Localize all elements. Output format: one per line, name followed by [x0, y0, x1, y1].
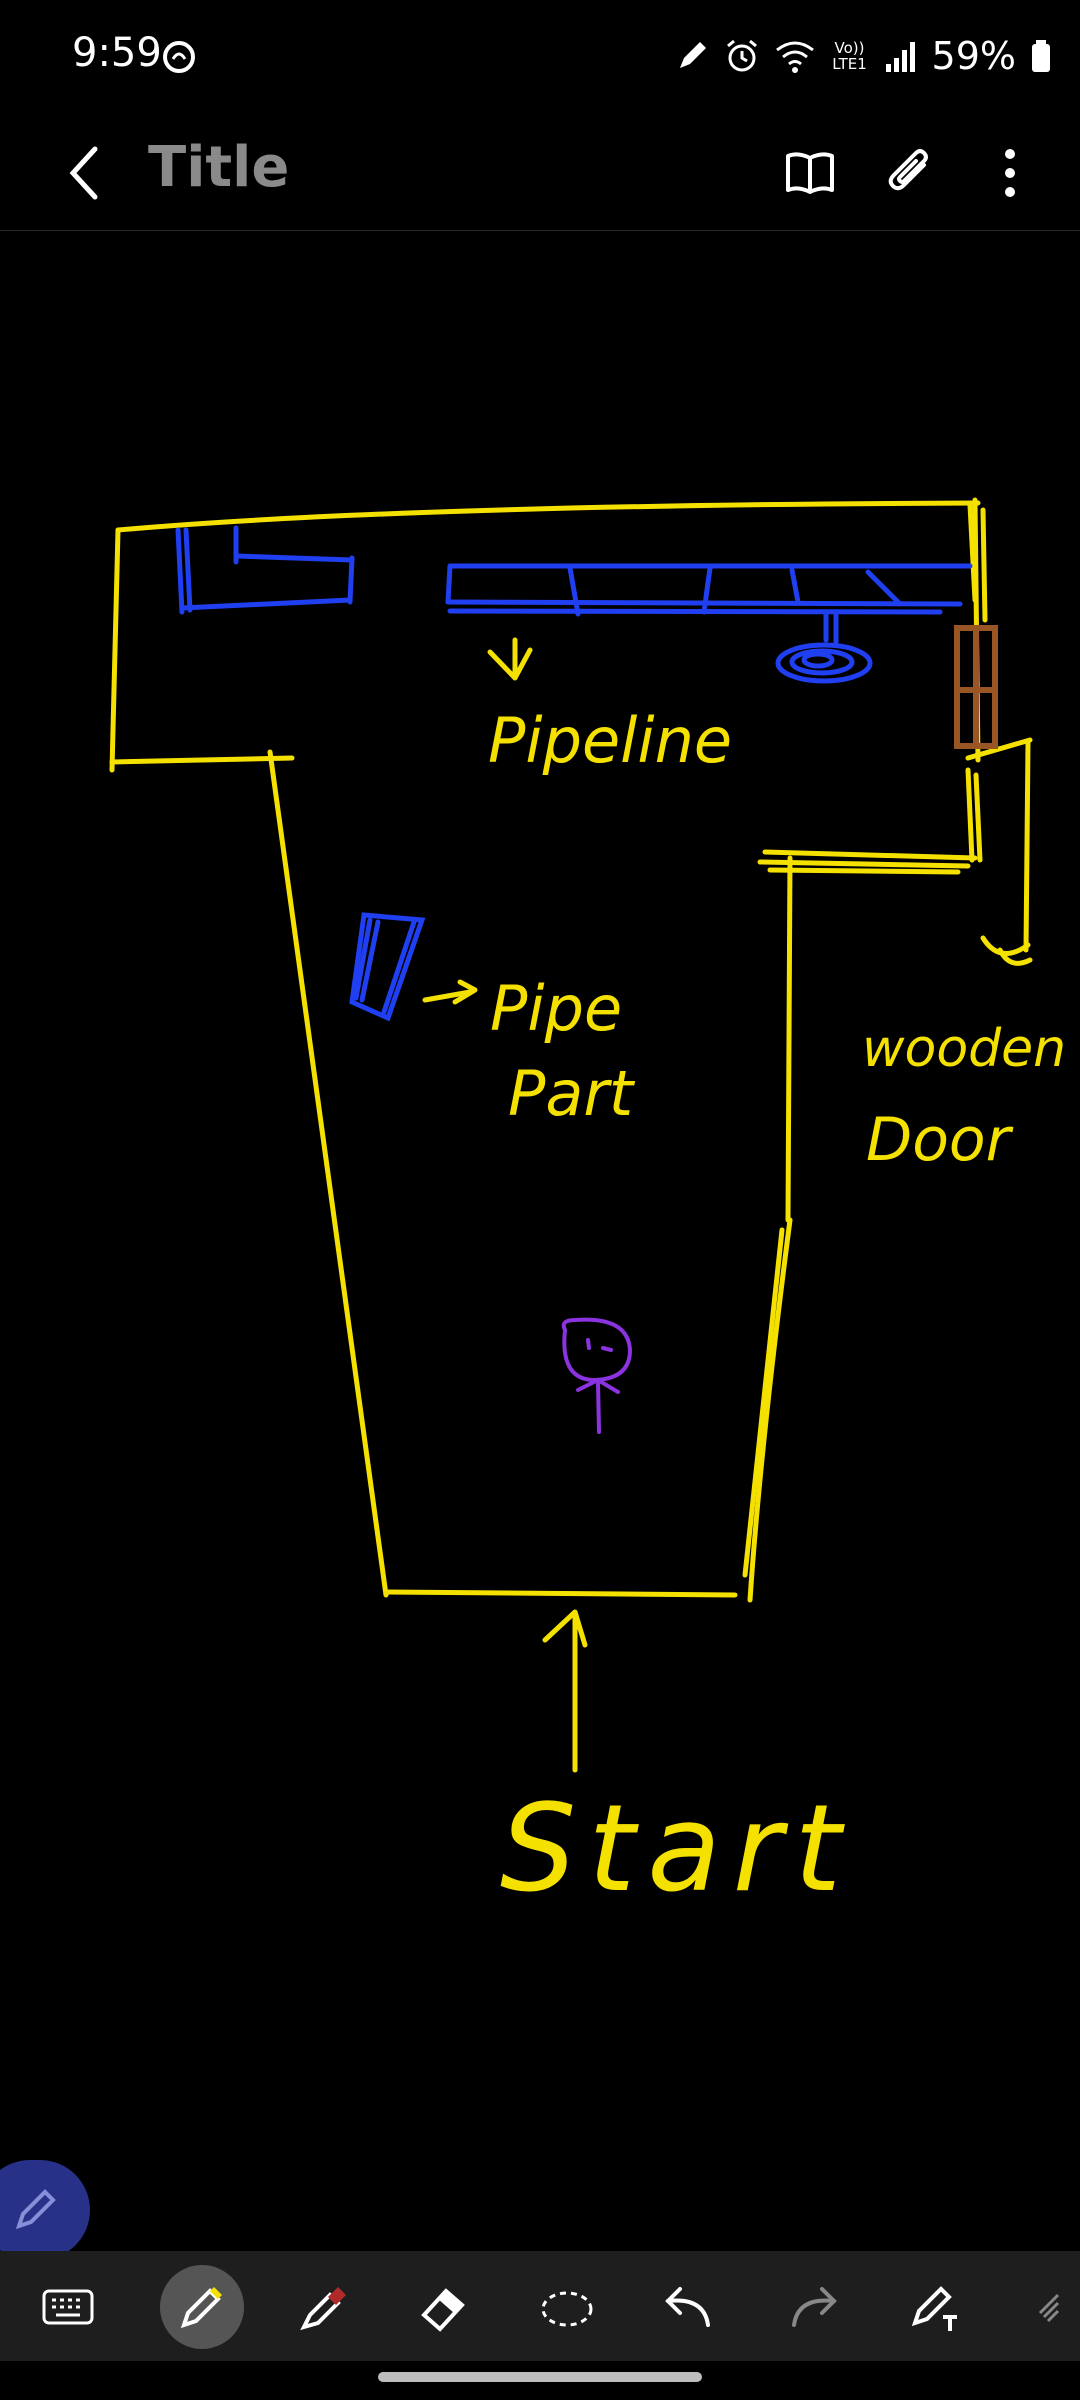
sketch: Pipeline Pipe Part wooden Door Start — [109, 497, 1066, 1919]
tool-redo[interactable] — [770, 2265, 854, 2349]
yellow-walls — [109, 497, 1033, 1773]
status-icons: Vo)) LTE1 59% — [674, 26, 1052, 86]
more-vert-icon — [1005, 149, 1015, 197]
keyboard-icon — [42, 2289, 94, 2325]
label-door: Door — [866, 1105, 1014, 1175]
lasso-icon — [541, 2291, 593, 2327]
tool-keyboard[interactable] — [26, 2265, 110, 2349]
tool-highlighter[interactable] — [282, 2265, 366, 2349]
battery-percent: 59% — [931, 34, 1016, 78]
highlighter-icon — [300, 2287, 346, 2331]
tool-lasso[interactable] — [525, 2265, 609, 2349]
label-start: Start — [500, 1780, 853, 1919]
app-actions — [760, 133, 1060, 213]
signal-icon — [885, 42, 915, 72]
tool-more[interactable] — [1010, 2265, 1080, 2349]
label-pipeline: Pipeline — [488, 704, 732, 777]
more-icon — [1038, 2293, 1060, 2323]
page-title[interactable]: Title — [148, 135, 290, 200]
wifi-icon — [775, 41, 814, 73]
more-options-button[interactable] — [960, 133, 1060, 213]
redo-icon — [792, 2287, 837, 2327]
undo-icon — [665, 2287, 710, 2327]
paperclip-icon — [888, 149, 928, 191]
drawing-canvas[interactable]: Pipeline Pipe Part wooden Door Start — [0, 231, 1080, 2251]
network-label: Vo)) LTE1 — [832, 39, 867, 73]
drawing-toolbar — [0, 2251, 1080, 2361]
blue-pipes — [175, 525, 973, 1022]
eraser-icon — [421, 2288, 465, 2332]
app-bar: Title — [0, 115, 1080, 231]
tool-text-pen[interactable] — [893, 2265, 977, 2349]
home-indicator[interactable] — [378, 2372, 702, 2382]
back-button[interactable] — [50, 133, 120, 213]
text-pen-icon — [911, 2286, 957, 2331]
label-pipe: Pipe — [490, 972, 622, 1045]
canvas-labels: Pipeline Pipe Part wooden Door Start — [488, 704, 1066, 1919]
wooden-door-drawing — [954, 625, 998, 749]
book-icon — [786, 152, 834, 194]
person-drawing — [561, 1317, 633, 1434]
pen-status-icon — [679, 42, 706, 68]
sync-icon — [163, 41, 195, 73]
attach-button[interactable] — [860, 133, 960, 213]
pen-icon — [15, 2189, 56, 2230]
status-time: 9:59 — [72, 30, 162, 76]
status-bar: 9:59 Vo)) LTE1 59% — [0, 0, 1080, 115]
battery-icon — [1032, 40, 1050, 72]
alarm-icon — [726, 39, 757, 72]
label-part: Part — [508, 1057, 636, 1130]
pen-icon — [180, 2287, 222, 2329]
tool-pen[interactable] — [160, 2265, 244, 2349]
label-wooden: wooden — [862, 1019, 1066, 1079]
reading-mode-button[interactable] — [760, 133, 860, 213]
tool-undo[interactable] — [648, 2265, 732, 2349]
floating-pen-button[interactable] — [0, 2160, 90, 2260]
back-arrow-icon — [69, 146, 98, 200]
tool-eraser[interactable] — [402, 2265, 486, 2349]
